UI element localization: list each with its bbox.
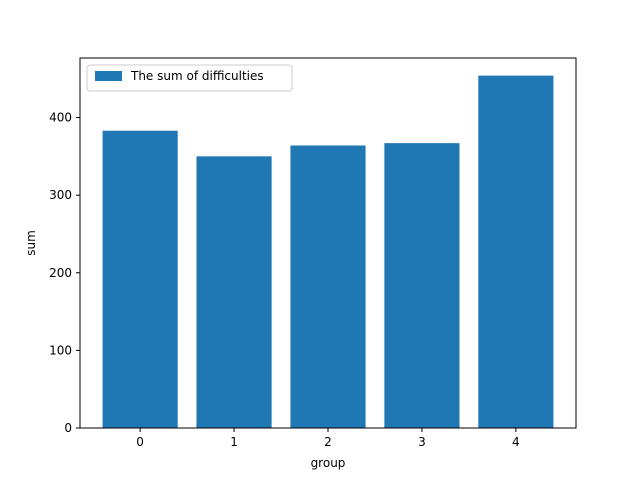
x-axis-label: group xyxy=(311,456,346,470)
legend-label: The sum of difficulties xyxy=(130,69,264,83)
y-tick-label: 300 xyxy=(49,188,72,202)
legend-swatch xyxy=(95,71,122,81)
legend-box xyxy=(86,64,293,92)
y-tick-label: 0 xyxy=(64,421,72,435)
x-ticks-group: 0 1 2 3 4 xyxy=(136,428,520,449)
bar-group-4 xyxy=(478,75,554,429)
bar-group-2 xyxy=(290,145,366,428)
plot-frame xyxy=(79,57,577,429)
bar-group-0 xyxy=(102,130,178,429)
y-ticks-group: 0 100 200 300 400 xyxy=(49,111,80,435)
bars-group xyxy=(102,75,554,429)
y-tick-label: 400 xyxy=(49,111,72,125)
y-tick-label: 200 xyxy=(49,266,72,280)
x-tick-label: 3 xyxy=(418,435,426,449)
x-tick-label: 4 xyxy=(512,435,520,449)
x-tick-label: 0 xyxy=(136,435,144,449)
bar-group-3 xyxy=(384,143,460,428)
x-tick-label: 1 xyxy=(230,435,238,449)
bar-group-1 xyxy=(196,156,272,428)
x-tick-label: 2 xyxy=(324,435,332,449)
y-axis-label: sum xyxy=(24,230,38,256)
y-tick-label: 100 xyxy=(49,343,72,357)
legend: The sum of difficulties xyxy=(86,64,293,92)
